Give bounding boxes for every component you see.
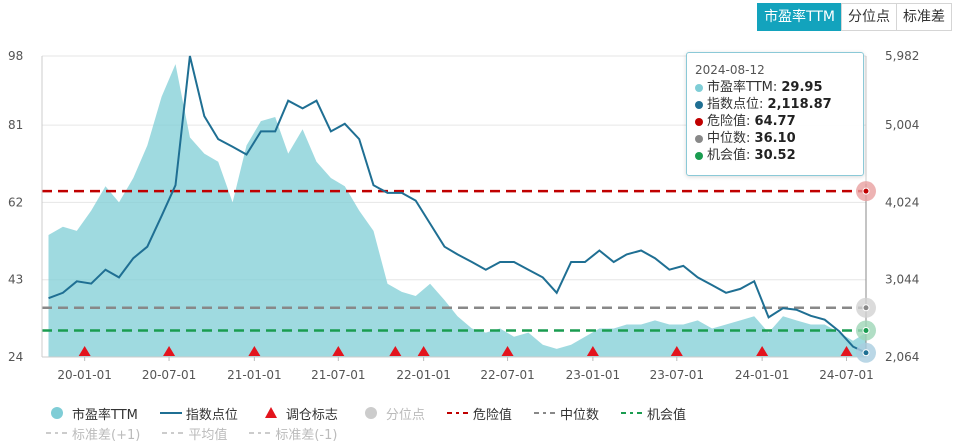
legend-item-median[interactable]: 中位数 bbox=[533, 404, 599, 423]
index-line bbox=[48, 55, 867, 354]
x-tick-label: 23-07-01 bbox=[650, 368, 704, 382]
legend-item-rebalance[interactable]: 调仓标志 bbox=[260, 404, 338, 423]
tooltip-value: 29.95 bbox=[781, 80, 823, 95]
legend-row-2: 标准差(+1) 平均值 标准差(-1) bbox=[46, 423, 946, 443]
x-tick-label: 20-01-01 bbox=[57, 368, 111, 382]
x-tick-label: 22-01-01 bbox=[396, 368, 450, 382]
rebalance-marker bbox=[586, 346, 599, 356]
legend-item-index[interactable]: 指数点位 bbox=[159, 404, 238, 423]
legend-label: 中位数 bbox=[559, 407, 599, 423]
rebalance-marker bbox=[248, 346, 261, 356]
tooltip-row-median: 中位数: 36.10 bbox=[695, 130, 855, 147]
triangle-icon bbox=[260, 407, 282, 419]
x-tick-label: 22-07-01 bbox=[480, 368, 534, 382]
rebalance-marker bbox=[670, 346, 683, 356]
chart-legend: 市盈率TTM 指数点位 调仓标志 分位点 危险值 中位数 bbox=[46, 403, 946, 443]
tab-std-dev[interactable]: 标准差 bbox=[896, 3, 952, 31]
legend-item-std-minus[interactable]: 标准差(-1) bbox=[249, 424, 337, 443]
dashed-line-icon bbox=[249, 427, 271, 439]
legend-item-average[interactable]: 平均值 bbox=[162, 424, 227, 443]
legend-item-pe[interactable]: 市盈率TTM bbox=[46, 404, 138, 423]
median-dot-icon bbox=[695, 134, 703, 143]
rebalance-marker bbox=[389, 346, 402, 356]
hover-dot-core bbox=[862, 326, 870, 334]
hover-dot-core bbox=[862, 349, 870, 357]
tooltip-label: 指数点位: bbox=[707, 97, 764, 112]
rebalance-marker bbox=[501, 346, 514, 356]
circle-icon bbox=[360, 407, 382, 419]
opportunity-dot-icon bbox=[695, 151, 703, 160]
tooltip-label: 机会值: bbox=[707, 148, 751, 163]
dashed-line-icon bbox=[46, 427, 68, 439]
tooltip-label: 中位数: bbox=[707, 131, 751, 146]
y-left-tick-label: 24 bbox=[8, 350, 23, 364]
circle-icon bbox=[46, 407, 68, 419]
tooltip-label: 市盈率TTM: bbox=[707, 80, 778, 95]
x-tick-label: 24-07-01 bbox=[819, 368, 873, 382]
hover-dot-core bbox=[862, 187, 870, 195]
tooltip-row-index: 指数点位: 2,118.87 bbox=[695, 96, 855, 113]
tooltip-value: 36.10 bbox=[754, 131, 796, 146]
pe-dot-icon bbox=[695, 83, 703, 92]
tooltip-value: 2,118.87 bbox=[767, 97, 832, 112]
legend-item-danger[interactable]: 危险值 bbox=[446, 404, 512, 423]
y-right-tick-label: 5,004 bbox=[885, 118, 919, 132]
tooltip-row-pe: 市盈率TTM: 29.95 bbox=[695, 79, 855, 96]
danger-dot-icon bbox=[695, 117, 703, 126]
legend-row-1: 市盈率TTM 指数点位 调仓标志 分位点 危险值 中位数 bbox=[46, 403, 946, 423]
x-tick-label: 21-07-01 bbox=[311, 368, 365, 382]
dashed-line-icon bbox=[162, 427, 184, 439]
metric-tabs: 市盈率TTM 分位点 标准差 bbox=[757, 3, 952, 31]
y-left-tick-label: 62 bbox=[8, 195, 23, 209]
tooltip-value: 30.52 bbox=[754, 148, 796, 163]
tooltip-date: 2024-08-12 bbox=[695, 63, 765, 77]
y-right-tick-label: 5,982 bbox=[885, 49, 919, 63]
legend-label: 危险值 bbox=[472, 407, 512, 423]
rebalance-marker bbox=[78, 346, 91, 356]
rebalance-marker bbox=[840, 346, 853, 356]
legend-label: 标准差(-1) bbox=[275, 427, 338, 443]
y-left-tick-label: 43 bbox=[8, 273, 23, 287]
y-left-tick-label: 98 bbox=[8, 49, 23, 63]
x-tick-label: 21-01-01 bbox=[227, 368, 281, 382]
tooltip: 2024-08-12 市盈率TTM: 29.95 指数点位: 2,118.87 … bbox=[686, 52, 864, 176]
legend-label: 市盈率TTM bbox=[72, 407, 138, 423]
y-right-tick-label: 2,064 bbox=[885, 350, 919, 364]
y-right-tick-label: 4,024 bbox=[885, 195, 919, 209]
legend-label: 平均值 bbox=[188, 427, 228, 443]
legend-item-std-plus[interactable]: 标准差(+1) bbox=[46, 424, 140, 443]
x-tick-label: 24-01-01 bbox=[735, 368, 789, 382]
legend-item-opportunity[interactable]: 机会值 bbox=[620, 404, 686, 423]
tooltip-row-danger: 危险值: 64.77 bbox=[695, 113, 855, 130]
legend-label: 机会值 bbox=[646, 407, 686, 423]
tab-pe-ttm[interactable]: 市盈率TTM bbox=[757, 3, 842, 31]
tooltip-row-opportunity: 机会值: 30.52 bbox=[695, 147, 855, 164]
dashed-line-icon bbox=[533, 407, 556, 419]
legend-item-percentile[interactable]: 分位点 bbox=[360, 404, 425, 423]
rebalance-marker bbox=[756, 346, 769, 356]
legend-label: 调仓标志 bbox=[285, 407, 338, 423]
y-right-tick-label: 3,044 bbox=[885, 273, 919, 287]
tooltip-label: 危险值: bbox=[707, 114, 751, 129]
legend-label: 标准差(+1) bbox=[72, 427, 141, 443]
tooltip-value: 64.77 bbox=[754, 114, 796, 129]
dashed-line-icon bbox=[620, 407, 643, 419]
hover-dot-core bbox=[862, 304, 870, 312]
tab-percentile[interactable]: 分位点 bbox=[841, 3, 897, 31]
y-left-tick-label: 81 bbox=[8, 118, 23, 132]
rebalance-marker bbox=[417, 346, 430, 356]
x-tick-label: 20-07-01 bbox=[142, 368, 196, 382]
dashed-line-icon bbox=[446, 407, 469, 419]
pe-area bbox=[48, 64, 867, 357]
legend-label: 分位点 bbox=[385, 407, 425, 423]
x-tick-label: 23-01-01 bbox=[566, 368, 620, 382]
legend-label: 指数点位 bbox=[185, 407, 238, 423]
rebalance-marker bbox=[332, 346, 345, 356]
rebalance-marker bbox=[163, 346, 176, 356]
line-icon bbox=[159, 407, 182, 419]
index-dot-icon bbox=[695, 100, 703, 109]
